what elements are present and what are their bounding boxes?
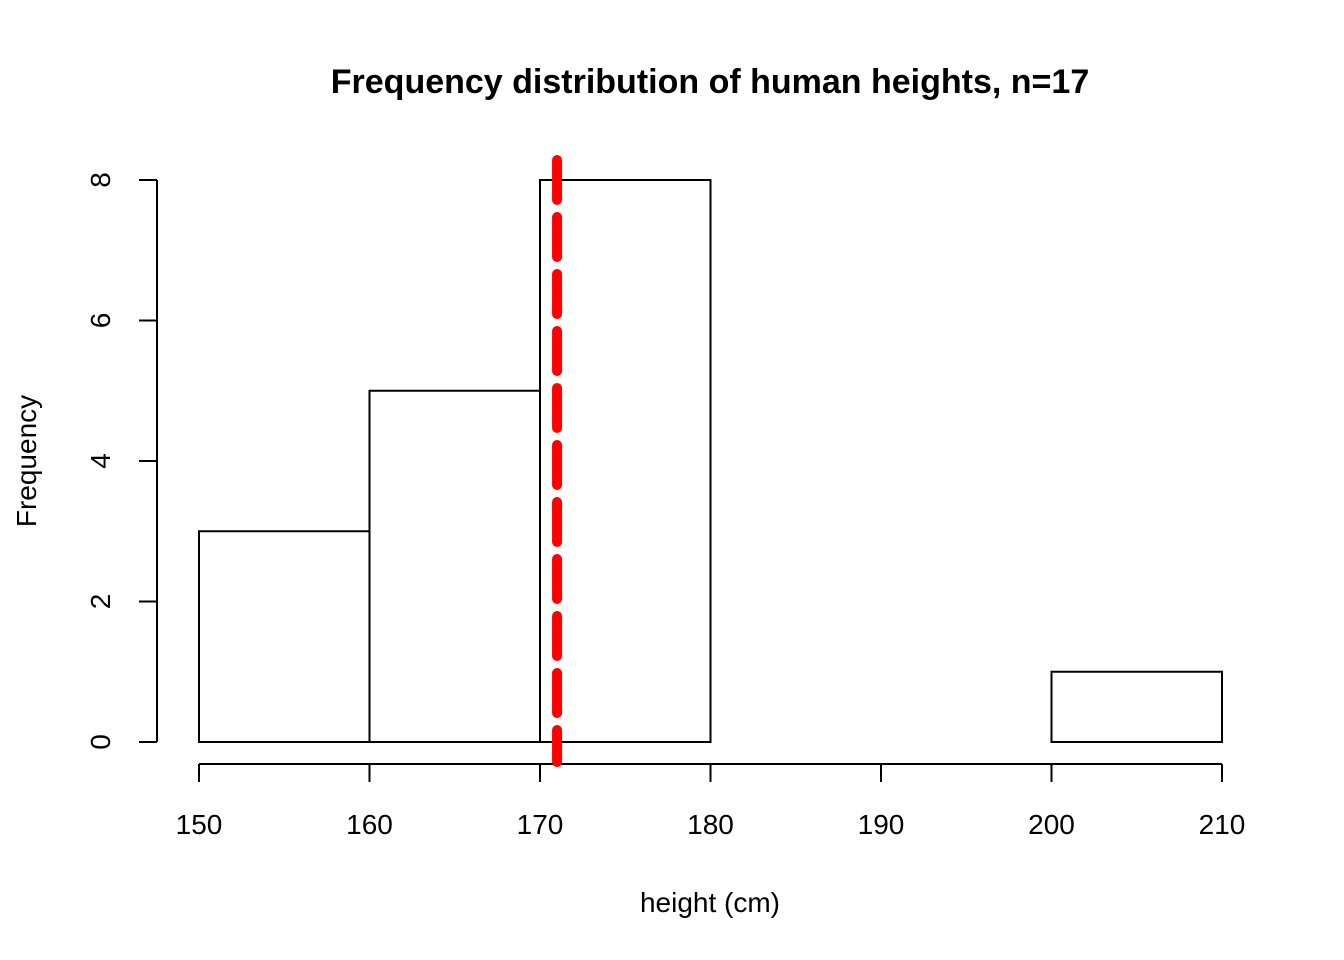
y-axis: 0 2 4 6 8 [85,172,158,750]
x-tick-label: 160 [346,809,393,840]
x-tick-label: 170 [517,809,564,840]
x-axis: 150 160 170 180 190 200 210 [176,763,1246,840]
histogram-bar-150-160 [198,530,371,743]
y-tick-label: 4 [85,453,116,469]
histogram-bar-200-210 [1050,670,1223,743]
x-tick-label: 180 [687,809,734,840]
x-tick-label: 210 [1199,809,1246,840]
x-tick-label: 190 [858,809,905,840]
y-tick-label: 6 [85,313,116,329]
x-tick-label: 150 [176,809,223,840]
y-axis-label: Frequency [11,395,42,527]
y-tick-label: 8 [85,172,116,188]
y-tick-label: 2 [85,594,116,610]
chart-title: Frequency distribution of human heights,… [331,63,1089,101]
x-axis-label: height (cm) [640,887,780,918]
histogram-bar-160-170 [368,389,541,743]
y-tick-label: 0 [85,734,116,750]
x-tick-label: 200 [1028,809,1075,840]
histogram-bar-170-180 [539,179,712,743]
histogram-bars [198,179,1223,743]
